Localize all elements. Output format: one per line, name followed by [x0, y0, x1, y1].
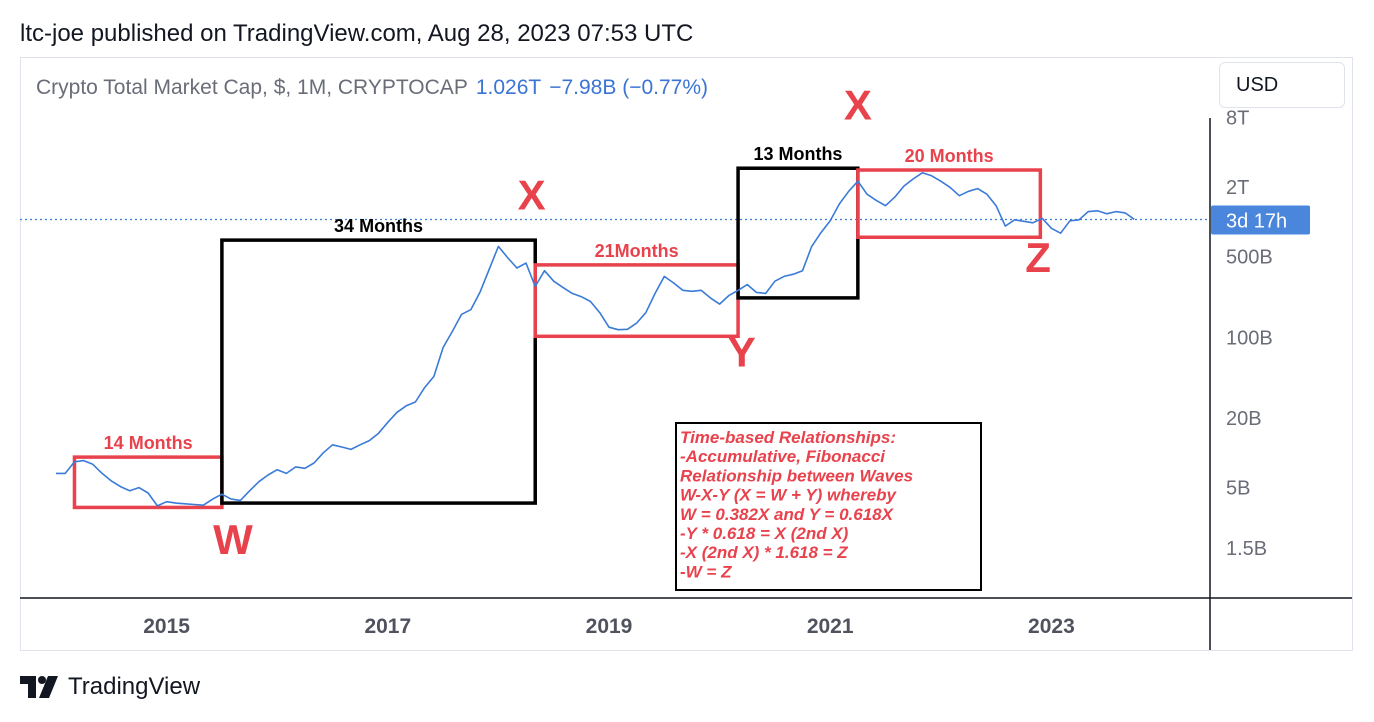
- wave-box-label: 21Months: [595, 241, 679, 261]
- wave-box-label: 20 Months: [905, 146, 994, 166]
- wave-label: W: [213, 516, 253, 563]
- wave-label: Z: [1025, 234, 1051, 281]
- wave-box: [856, 168, 1043, 240]
- tradingview-logo-icon: [20, 676, 58, 698]
- x-tick-label: 2021: [807, 615, 854, 638]
- symbol-name: Crypto Total Market Cap, $, 1M, CRYPTOCA…: [36, 76, 468, 99]
- x-tick-label: 2017: [364, 615, 411, 638]
- wave-box: [533, 263, 740, 339]
- wave-box: [736, 166, 860, 300]
- price-change-value: −7.98B (−0.77%): [549, 76, 708, 99]
- annotation-line: Time-based Relationships:: [680, 428, 896, 447]
- countdown-label: 3d 17h: [1226, 210, 1287, 232]
- currency-button[interactable]: USD: [1219, 62, 1345, 108]
- countdown-badge: [1211, 205, 1310, 235]
- wave-label: Y: [728, 328, 756, 375]
- wave-label: X: [844, 82, 872, 129]
- last-price-value: 1.026T: [475, 76, 542, 99]
- y-tick-label: 100B: [1226, 327, 1273, 349]
- annotation-line: -Accumulative, Fibonacci: [680, 447, 886, 466]
- x-tick-label: 2023: [1028, 615, 1075, 638]
- y-tick-label: 8T: [1226, 107, 1249, 129]
- x-tick-label: 2015: [143, 615, 190, 638]
- wave-box-label: 14 Months: [104, 433, 193, 453]
- symbol-legend: Crypto Total Market Cap, $, 1M, CRYPTOCA…: [36, 76, 708, 100]
- x-tick-label: 2019: [586, 615, 633, 638]
- annotation-line: Relationship between Waves: [680, 466, 913, 485]
- footer: TradingView: [20, 672, 200, 702]
- y-tick-label: 1.5B: [1226, 538, 1267, 560]
- y-tick-label: 2T: [1226, 177, 1249, 199]
- y-tick-label: 20B: [1226, 408, 1262, 430]
- tradingview-brand: TradingView: [68, 673, 201, 700]
- wave-label: X: [518, 172, 546, 219]
- annotation-line: -Y * 0.618 = X (2nd X): [680, 524, 849, 543]
- price-series-line: [56, 172, 1135, 507]
- annotation-box: [675, 422, 982, 591]
- y-tick-label: 5B: [1226, 478, 1250, 500]
- wave-box: [72, 455, 224, 510]
- annotation-line: -W = Z: [680, 562, 732, 581]
- y-tick-label: 500B: [1226, 247, 1273, 269]
- chart-frame: [20, 57, 1353, 651]
- annotation-line: -X (2nd X) * 1.618 = Z: [680, 543, 848, 562]
- wave-box-label: 34 Months: [334, 216, 423, 236]
- wave-box: [220, 238, 537, 505]
- publication-header: ltc-joe published on TradingView.com, Au…: [20, 20, 694, 47]
- annotation-line: W = 0.382X and Y = 0.618X: [680, 505, 895, 524]
- wave-box-label: 13 Months: [753, 144, 842, 164]
- annotation-line: W-X-Y (X = W + Y) whereby: [680, 486, 898, 505]
